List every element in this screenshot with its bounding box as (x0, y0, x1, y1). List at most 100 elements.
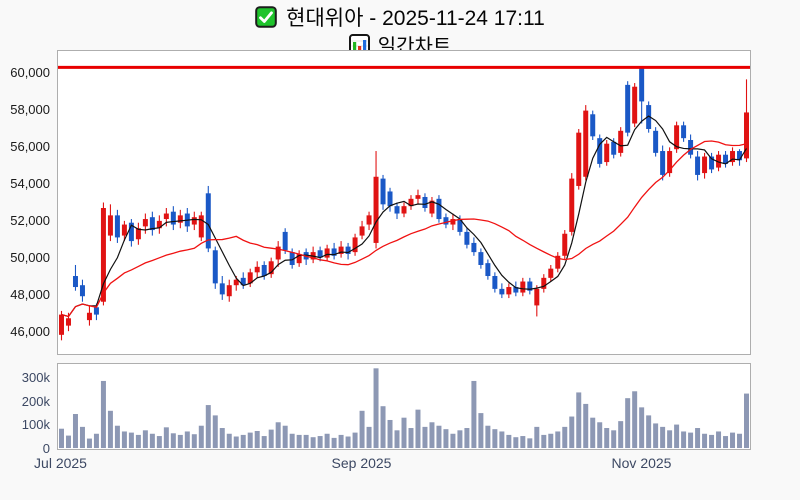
volume-bar (317, 436, 323, 449)
candle-body-down (79, 285, 85, 297)
volume-bar (744, 393, 750, 449)
volume-bar (597, 422, 603, 449)
volume-bar (324, 433, 330, 449)
candle-body-up (548, 268, 554, 278)
volume-bar (205, 405, 211, 449)
candle-body-down (128, 222, 134, 242)
volume-bar (737, 433, 743, 449)
candle-body-up (534, 288, 540, 306)
price-tick-label: 56,000 (10, 138, 50, 154)
volume-bar (310, 437, 316, 449)
volume-bar (268, 429, 274, 449)
volume-bar (359, 410, 365, 449)
volume-bar (373, 368, 379, 449)
candle-body-down (681, 125, 687, 139)
candle-body-up (667, 151, 673, 174)
candle-body-up (198, 215, 204, 238)
candle-body-up (142, 219, 148, 227)
volume-bar (681, 431, 687, 449)
candle-body-down (513, 287, 519, 293)
candle-body-up (716, 154, 722, 168)
candle-body-down (485, 263, 491, 277)
checked-checkbox-icon[interactable] (255, 6, 277, 28)
volume-bar (149, 433, 155, 449)
volume-bar (303, 434, 309, 449)
candle-body-up (359, 226, 365, 236)
volume-tick-label: 100k (21, 417, 50, 432)
volume-bar (296, 434, 302, 449)
volume-bar (107, 410, 113, 449)
candle-body-up (415, 195, 421, 199)
fast-ma-line (61, 115, 748, 318)
volume-bar (135, 434, 141, 449)
candle-body-down (282, 231, 288, 251)
volume-bar (352, 432, 358, 449)
candle-body-up (121, 224, 127, 236)
price-chart-canvas (58, 65, 750, 341)
volume-bar (93, 433, 99, 449)
candle-body-down (492, 276, 498, 289)
volume-bar (478, 413, 484, 449)
candle-body-up (296, 253, 302, 264)
candle-body-down (394, 206, 400, 214)
candle-body-down (422, 196, 428, 209)
candle-body-down (219, 283, 225, 295)
volume-bar (485, 425, 491, 449)
volume-bar (212, 415, 218, 449)
candle-body-up (275, 246, 281, 260)
volume-chart (57, 363, 751, 450)
volume-axis-labels: 300k 200k 100k 0 (0, 0, 50, 460)
candle-body-up (674, 125, 680, 150)
candle-body-up (233, 279, 239, 286)
volume-tick-label: 200k (21, 393, 50, 409)
volume-bar (170, 433, 176, 449)
candle-body-up (366, 215, 372, 225)
volume-tick-label: 0 (42, 440, 50, 456)
volume-bar (436, 425, 442, 449)
volume-bar (79, 426, 85, 449)
title-line: 현대위아 - 2025-11-24 17:11 (0, 4, 800, 30)
volume-bar (457, 430, 463, 449)
volume-bar (408, 428, 414, 449)
volume-bar (191, 434, 197, 449)
candle-body-down (471, 242, 477, 253)
volume-bar (394, 430, 400, 449)
candle-body-down (317, 250, 323, 258)
volume-bar (177, 434, 183, 449)
volume-bar (184, 431, 190, 449)
volume-bar (464, 428, 470, 449)
volume-bar (471, 380, 477, 449)
candle-body-down (261, 264, 267, 277)
volume-bar (142, 430, 148, 449)
slow-ma-line (61, 140, 747, 318)
candle-body-down (639, 68, 645, 102)
candle-body-up (401, 206, 407, 214)
price-tick-label: 50,000 (10, 249, 50, 265)
volume-bar (611, 430, 617, 449)
volume-bar (534, 426, 540, 449)
volume-bar (653, 423, 659, 449)
candle-body-up (562, 233, 568, 256)
candle-body-up (324, 248, 330, 258)
price-chart (57, 50, 751, 355)
volume-bar (646, 415, 652, 449)
volume-bar (569, 416, 575, 449)
volume-bar (450, 433, 456, 449)
volume-bar (576, 392, 582, 449)
candle-body-down (443, 217, 449, 225)
volume-bar (86, 438, 92, 449)
candle-body-down (723, 154, 729, 164)
volume-bar (541, 434, 547, 449)
chart-title: 현대위아 - 2025-11-24 17:11 (286, 7, 545, 30)
price-axis-labels: 60,000 58,000 56,000 54,000 52,000 50,000 48,0… (0, 0, 50, 360)
price-tick-label: 46,000 (10, 323, 50, 339)
date-tick-label: Sep 2025 (331, 455, 392, 471)
candle-body-up (429, 200, 435, 214)
volume-bar (527, 438, 533, 449)
volume-bar (583, 403, 589, 449)
candle-body-up (58, 314, 64, 335)
candle-body-down (653, 130, 659, 153)
price-tick-label: 52,000 (10, 212, 50, 228)
date-tick-label: Jul 2025 (34, 455, 87, 471)
volume-bar (499, 431, 505, 449)
